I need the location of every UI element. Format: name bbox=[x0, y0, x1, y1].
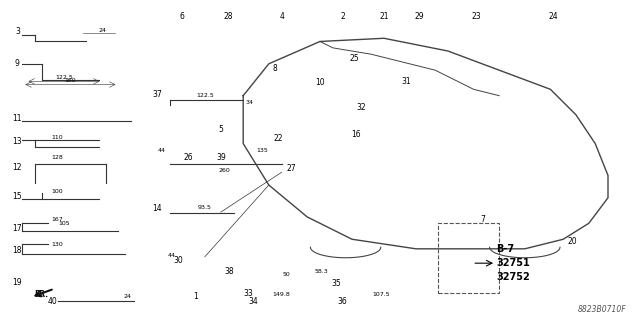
Text: 29: 29 bbox=[414, 11, 424, 20]
Text: 7: 7 bbox=[481, 215, 486, 224]
Text: FR.: FR. bbox=[35, 290, 49, 299]
Text: 105: 105 bbox=[58, 221, 70, 226]
Text: 8823B0710F: 8823B0710F bbox=[577, 305, 626, 314]
Text: 260: 260 bbox=[218, 168, 230, 173]
Text: 24: 24 bbox=[124, 294, 132, 299]
Text: 28: 28 bbox=[224, 11, 233, 20]
Text: 34: 34 bbox=[246, 100, 253, 105]
Text: 32751: 32751 bbox=[496, 258, 530, 268]
Text: 122.5: 122.5 bbox=[55, 75, 73, 80]
Text: 24: 24 bbox=[99, 28, 106, 33]
Text: 9: 9 bbox=[14, 59, 19, 68]
Text: 6: 6 bbox=[179, 11, 184, 20]
Text: 122.5: 122.5 bbox=[196, 93, 214, 98]
Text: 19: 19 bbox=[12, 278, 22, 287]
Text: 12: 12 bbox=[12, 163, 21, 172]
Text: 25: 25 bbox=[349, 54, 359, 63]
Text: 32752: 32752 bbox=[496, 272, 530, 282]
Text: 17: 17 bbox=[12, 224, 22, 233]
Text: 18: 18 bbox=[12, 246, 21, 255]
Text: 10: 10 bbox=[315, 78, 325, 86]
Text: 135: 135 bbox=[257, 147, 268, 152]
Text: 36: 36 bbox=[337, 297, 348, 306]
Text: 100: 100 bbox=[52, 189, 63, 194]
Text: 34: 34 bbox=[248, 297, 258, 306]
Text: 160: 160 bbox=[65, 78, 76, 83]
Text: 1: 1 bbox=[193, 292, 198, 301]
Text: 35: 35 bbox=[331, 278, 341, 287]
Text: 16: 16 bbox=[351, 130, 361, 138]
Text: 11: 11 bbox=[12, 114, 21, 122]
Text: 3: 3 bbox=[15, 27, 20, 36]
Text: B-7: B-7 bbox=[496, 244, 514, 255]
Text: 2: 2 bbox=[340, 11, 345, 20]
Text: 110: 110 bbox=[52, 135, 63, 140]
Text: 14: 14 bbox=[152, 204, 162, 212]
Text: 30: 30 bbox=[173, 256, 183, 265]
Text: 40: 40 bbox=[47, 297, 58, 306]
Text: 107.5: 107.5 bbox=[372, 292, 390, 297]
Text: 38: 38 bbox=[224, 267, 234, 276]
Text: 44: 44 bbox=[168, 253, 175, 258]
Text: 93.5: 93.5 bbox=[198, 205, 212, 210]
Text: 8: 8 bbox=[273, 64, 278, 73]
Text: 26: 26 bbox=[184, 152, 194, 161]
Text: 37: 37 bbox=[152, 90, 162, 99]
Text: 39: 39 bbox=[216, 152, 226, 161]
Text: 13: 13 bbox=[12, 137, 22, 146]
Text: 149.8: 149.8 bbox=[273, 292, 291, 297]
Text: 24: 24 bbox=[548, 11, 559, 20]
Text: 32: 32 bbox=[356, 103, 367, 112]
Text: 23: 23 bbox=[472, 11, 482, 20]
Text: 22: 22 bbox=[274, 134, 283, 143]
Text: 33: 33 bbox=[243, 289, 253, 298]
Text: 4: 4 bbox=[279, 11, 284, 20]
Text: 128: 128 bbox=[52, 155, 63, 160]
Text: 44: 44 bbox=[157, 147, 165, 152]
Text: 5: 5 bbox=[218, 125, 223, 134]
Bar bbox=[438, 223, 499, 293]
Text: 167: 167 bbox=[52, 217, 63, 222]
Text: 31: 31 bbox=[401, 77, 412, 85]
Text: 27: 27 bbox=[286, 164, 296, 173]
Text: 15: 15 bbox=[12, 192, 22, 201]
Text: 58.3: 58.3 bbox=[315, 269, 329, 274]
Text: 130: 130 bbox=[52, 242, 63, 247]
Text: 21: 21 bbox=[380, 11, 388, 20]
Text: 50: 50 bbox=[282, 272, 290, 277]
Text: 20: 20 bbox=[568, 237, 578, 246]
